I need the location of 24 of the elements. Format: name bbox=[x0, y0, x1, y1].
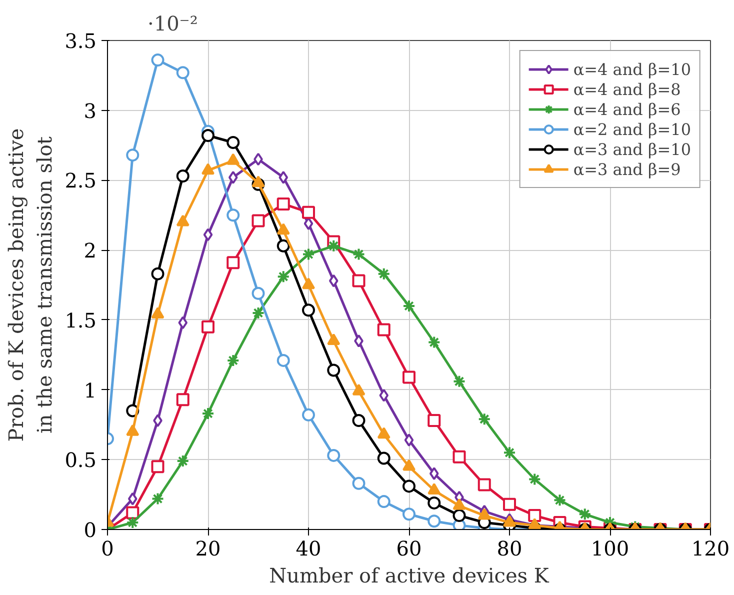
y-tick-label: 2 bbox=[84, 238, 97, 263]
y-tick-label: 0 bbox=[84, 518, 97, 542]
x-tick-label: 20 bbox=[195, 536, 221, 560]
legend-label: α=4 and β=8 bbox=[573, 80, 681, 98]
y-tick-label: 2.5 bbox=[64, 168, 97, 193]
y-tick-label: 3 bbox=[84, 98, 97, 123]
y-axis-title: Prob. of K devices being active in the same transmission slot bbox=[4, 128, 57, 442]
y-tick-label: 1 bbox=[84, 378, 97, 402]
legend-label: α=4 and β=6 bbox=[573, 100, 681, 118]
legend-label: α=3 and β=9 bbox=[573, 160, 681, 178]
x-axis-title: Number of active devices K bbox=[269, 564, 550, 588]
x-tick-label: 120 bbox=[691, 536, 730, 560]
y-tick-label: 0.5 bbox=[64, 448, 97, 472]
text: ·10⁻² bbox=[148, 12, 198, 36]
x-tick-label: 40 bbox=[296, 536, 322, 560]
legend-label: α=3 and β=10 bbox=[573, 140, 691, 158]
x-tick-label: 60 bbox=[396, 536, 422, 560]
legend-label: α=2 and β=10 bbox=[573, 120, 691, 138]
x-tick-label: 0 bbox=[101, 536, 114, 560]
y-tick-label: 1.5 bbox=[64, 308, 97, 332]
x-tick-label: 100 bbox=[590, 536, 630, 560]
x-tick-label: 80 bbox=[496, 536, 522, 560]
legend-label: α=4 and β=10 bbox=[573, 60, 691, 78]
y-tick-label: 3.5 bbox=[64, 29, 97, 53]
